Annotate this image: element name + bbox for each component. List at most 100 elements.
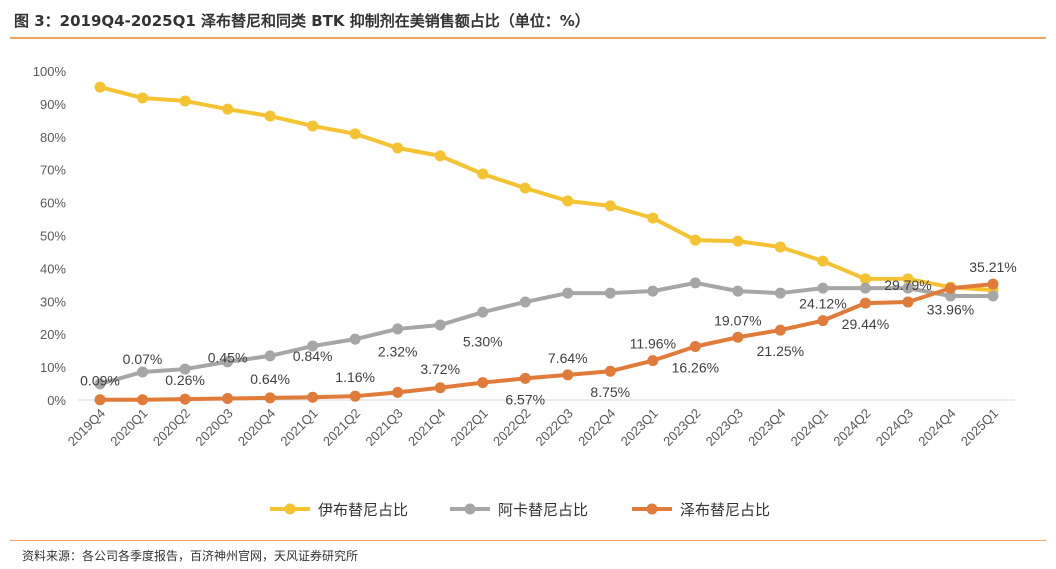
- data-point: [944, 282, 956, 294]
- data-point: [477, 306, 489, 318]
- x-tick-label: 2023Q1: [618, 406, 661, 449]
- data-point: [519, 296, 531, 308]
- source-note: 资料来源：各公司各季度报告，百济神州官网，天风证券研究所: [22, 549, 359, 563]
- data-point: [94, 394, 106, 406]
- data-point: [817, 282, 829, 294]
- data-label: 7.64%: [548, 350, 588, 366]
- data-point: [222, 393, 234, 405]
- series-line-1: [99, 85, 994, 293]
- x-tick-label: 2023Q2: [660, 406, 703, 449]
- x-tick-label: 2023Q4: [745, 406, 788, 449]
- y-tick-label: 10%: [40, 360, 66, 375]
- x-tick-label: 2020Q3: [192, 406, 235, 449]
- x-tick-label: 2020Q1: [107, 406, 150, 449]
- y-tick-label: 20%: [40, 327, 66, 342]
- data-point: [774, 324, 786, 336]
- y-tick-label: 30%: [40, 294, 66, 309]
- data-label: 21.25%: [757, 343, 804, 359]
- data-point: [519, 372, 531, 384]
- x-tick-label: 2024Q2: [830, 406, 873, 449]
- x-tick-label: 2021Q3: [362, 406, 405, 449]
- data-point: [264, 392, 276, 404]
- x-tick-label: 2020Q4: [235, 406, 278, 449]
- data-point: [137, 394, 149, 406]
- data-point: [477, 377, 489, 389]
- y-tick-label: 0%: [47, 393, 66, 408]
- y-tick-label: 80%: [40, 130, 66, 145]
- data-label: 0.09%: [80, 373, 120, 389]
- legend-label: 泽布替尼占比: [680, 501, 770, 519]
- data-point: [647, 285, 659, 297]
- data-point: [94, 378, 106, 390]
- data-point: [902, 273, 914, 285]
- data-point: [647, 355, 659, 367]
- data-point: [392, 142, 404, 154]
- data-point: [264, 350, 276, 362]
- data-label: 0.84%: [293, 348, 333, 364]
- x-tick-label: 2024Q4: [915, 406, 958, 449]
- y-tick-label: 100%: [33, 64, 67, 79]
- data-point: [179, 363, 191, 375]
- data-point: [689, 277, 701, 289]
- data-point: [137, 366, 149, 378]
- data-point: [264, 110, 276, 122]
- data-point: [774, 287, 786, 299]
- data-point: [689, 341, 701, 353]
- x-tick-label: 2022Q4: [575, 406, 618, 449]
- data-point: [732, 331, 744, 343]
- data-point: [434, 150, 446, 162]
- x-tick-label: 2024Q3: [873, 406, 916, 449]
- data-point: [689, 234, 701, 246]
- data-point: [987, 278, 999, 290]
- source-divider: [10, 540, 1046, 541]
- data-point: [307, 340, 319, 352]
- data-point: [392, 386, 404, 398]
- data-label: 8.75%: [590, 384, 630, 400]
- data-point: [477, 168, 489, 180]
- series-line-2: [99, 280, 993, 386]
- data-point: [222, 356, 234, 368]
- x-tick-label: 2022Q1: [448, 406, 491, 449]
- data-label: 29.79%: [884, 277, 931, 293]
- data-point: [179, 393, 191, 405]
- data-point: [349, 333, 361, 345]
- data-label: 2.32%: [378, 343, 418, 359]
- data-point: [817, 315, 829, 327]
- data-label: 1.16%: [335, 369, 375, 385]
- data-point: [562, 195, 574, 207]
- data-label: 0.45%: [208, 350, 248, 366]
- data-point: [349, 390, 361, 402]
- data-label: 29.44%: [842, 316, 889, 332]
- x-tick-label: 2020Q2: [150, 406, 193, 449]
- data-point: [562, 369, 574, 381]
- data-label: 35.21%: [969, 259, 1016, 275]
- data-point: [434, 319, 446, 331]
- data-point: [307, 120, 319, 132]
- data-point: [732, 285, 744, 297]
- data-label: 0.26%: [165, 372, 205, 388]
- figure-title: 图 3：2019Q4-2025Q1 泽布替尼和同类 BTK 抑制剂在美销售额占比…: [14, 12, 590, 30]
- data-point: [774, 241, 786, 253]
- data-label: 24.12%: [799, 296, 846, 312]
- legend-swatch-marker: [646, 503, 658, 515]
- data-label: 3.72%: [420, 361, 460, 377]
- data-point: [817, 255, 829, 267]
- data-point: [179, 95, 191, 107]
- data-point: [987, 290, 999, 302]
- data-point: [604, 287, 616, 299]
- x-tick-label: 2024Q1: [788, 406, 831, 449]
- y-tick-label: 50%: [40, 229, 66, 244]
- data-point: [349, 128, 361, 140]
- x-tick-label: 2022Q2: [490, 406, 533, 449]
- x-tick-label: 2023Q3: [703, 406, 746, 449]
- data-point: [434, 382, 446, 394]
- data-label: 5.30%: [463, 334, 503, 350]
- data-label: 33.96%: [927, 301, 974, 317]
- y-tick-label: 60%: [40, 196, 66, 211]
- series-line-3: [99, 282, 994, 402]
- data-point: [307, 391, 319, 403]
- x-tick-label: 2025Q1: [958, 406, 1001, 449]
- data-label: 19.07%: [714, 312, 761, 328]
- data-label: 11.96%: [630, 336, 676, 352]
